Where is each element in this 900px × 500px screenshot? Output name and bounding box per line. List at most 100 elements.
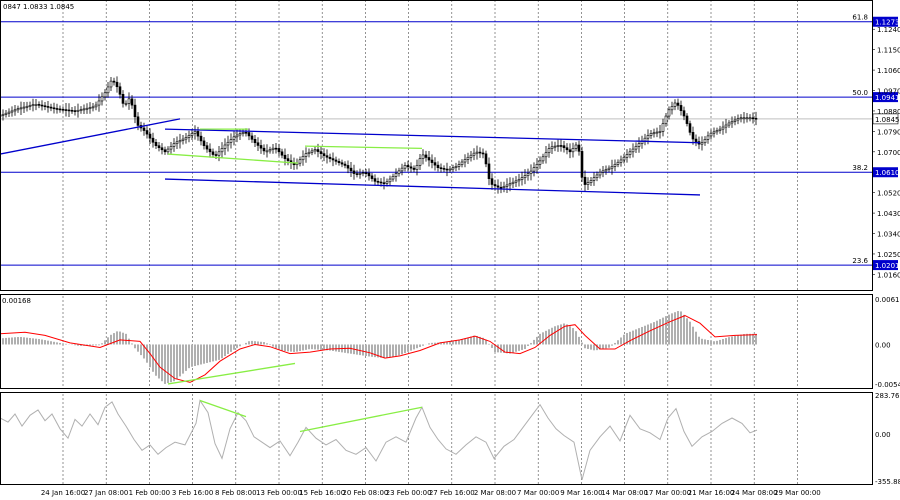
candle-body [469, 154, 473, 158]
candle-body [700, 142, 704, 145]
current-price-text: 1.0845 [875, 116, 900, 124]
candle-body [739, 117, 743, 120]
candle-body [64, 109, 68, 111]
candle-body [1, 114, 5, 116]
candle-body [376, 181, 380, 183]
x-tick-label: 13 Feb 00:00 [256, 489, 302, 497]
x-tick-label: 27 Jan 08:00 [84, 489, 128, 497]
candle-body [523, 175, 527, 178]
trend-line [0, 118, 181, 155]
candle-body [496, 185, 500, 188]
candle-body [463, 159, 467, 163]
price-trendlines [0, 118, 701, 196]
candle-body [658, 131, 662, 133]
cci-y-label: -355.8800 [875, 478, 900, 486]
divergence-line [304, 145, 423, 150]
level-price-text: 1.0610 [875, 169, 900, 177]
cci-divergence-line [299, 406, 423, 433]
candle-body [358, 173, 362, 175]
candle-body [136, 116, 140, 126]
candle-body [199, 135, 203, 142]
candle-body [196, 131, 200, 137]
candle-body [610, 166, 614, 169]
candle-body [163, 149, 167, 153]
candle-body [160, 147, 164, 151]
candle-body [562, 145, 566, 149]
candle-body [181, 138, 185, 141]
x-tick-label: 15 Feb 16:00 [299, 489, 345, 497]
x-tick-label: 3 Feb 16:00 [172, 489, 213, 497]
candle-body [325, 155, 329, 158]
y-tick-label: 1.0790 [877, 128, 900, 136]
candle-body [337, 161, 341, 164]
candle-body [88, 107, 92, 109]
candle-body [727, 122, 731, 126]
cci-trendlines [199, 399, 423, 433]
cci-y-label: 283.7665 [875, 392, 900, 400]
candle-body [364, 172, 368, 174]
candle-body [589, 180, 593, 183]
candle-body [577, 144, 581, 152]
candle-body [472, 152, 476, 156]
candle-body [583, 176, 587, 185]
fib-levels: 61.8 1.1273 50.0 1.0941 38.2 1.0610 23.6 1.0201… [0, 14, 900, 271]
candle-body [643, 137, 647, 142]
candle-body [742, 117, 746, 120]
candle-body [304, 153, 308, 157]
candle-body [307, 151, 311, 154]
candle-body [430, 159, 434, 163]
candle-body [652, 132, 656, 135]
candle-body [298, 159, 302, 164]
candle-body [634, 146, 638, 150]
candle-body [343, 163, 347, 166]
candle-body [4, 112, 8, 115]
candle-body [223, 144, 227, 149]
candle-body [145, 130, 149, 135]
candle-body [403, 165, 407, 169]
candle-body [286, 158, 290, 161]
candle-body [499, 186, 503, 189]
candle-body [25, 105, 29, 108]
candle-body [412, 167, 416, 170]
cci-y-label: 0.00 [875, 431, 891, 439]
candle-body [478, 151, 482, 154]
candle-body [361, 172, 365, 174]
candle-body [529, 170, 533, 174]
macd-signal-path [0, 315, 758, 383]
candle-body [631, 148, 635, 153]
candle-body [388, 178, 392, 183]
candle-body [502, 186, 506, 188]
candle-body [505, 184, 509, 187]
candle-body [691, 132, 695, 140]
candle-body [184, 137, 188, 140]
candle-body [13, 109, 17, 112]
candle-body [493, 184, 497, 187]
level-label: 23.6 [852, 257, 868, 265]
level-price-box [873, 16, 898, 27]
candle-body [235, 134, 239, 138]
x-tick-label: 7 Mar 00:00 [517, 489, 559, 497]
x-tick-label: 2 Mar 08:00 [474, 489, 516, 497]
x-tick-label: 14 Mar 08:00 [601, 489, 648, 497]
price-pane [0, 0, 872, 290]
x-tick-label: 17 Mar 00:00 [644, 489, 691, 497]
candle-body [436, 164, 440, 168]
candle-body [685, 115, 689, 124]
candle-body [424, 154, 428, 158]
candle-body [532, 167, 536, 172]
divergence-line [167, 153, 299, 164]
candle-body [688, 123, 692, 133]
candle-body [604, 169, 608, 172]
candle-body [595, 174, 599, 178]
candle-body [82, 108, 86, 111]
candle-body [721, 126, 725, 130]
x-tick-label: 23 Feb 00:00 [386, 489, 432, 497]
candle-body [661, 123, 665, 132]
candle-body [508, 183, 512, 186]
y-tick-label: 1.0880 [877, 108, 900, 116]
candle-body [676, 102, 680, 106]
candle-body [46, 106, 50, 108]
candle-body [415, 165, 419, 170]
candle-body [232, 136, 236, 140]
candle-body [481, 152, 485, 155]
